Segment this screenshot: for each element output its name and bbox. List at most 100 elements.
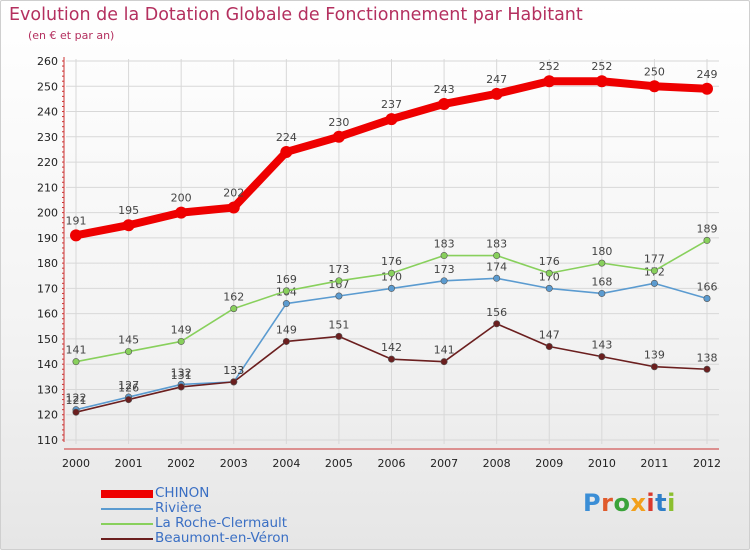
logo-letter: r: [601, 489, 614, 517]
data-label: 173: [434, 263, 455, 276]
data-label: 139: [644, 349, 665, 362]
logo-letter: P: [583, 489, 602, 517]
proxiti-logo: Proxiti: [583, 489, 676, 517]
data-point: [72, 408, 80, 416]
data-label: 200: [171, 192, 192, 205]
data-point: [493, 320, 501, 328]
data-label: 138: [697, 351, 718, 364]
data-point: [282, 300, 290, 308]
y-tick-label: 120: [37, 409, 58, 422]
data-point: [125, 348, 133, 356]
data-label: 202: [223, 187, 244, 200]
chart-subtitle: (en € et par an): [28, 29, 115, 42]
x-tick-label: 2007: [430, 457, 458, 470]
data-label: 247: [486, 73, 507, 86]
data-label: 141: [434, 344, 455, 357]
y-tick-label: 230: [37, 131, 58, 144]
data-point: [335, 277, 343, 285]
x-tick-label: 2000: [62, 457, 90, 470]
data-point: [650, 267, 658, 275]
legend-item: Rivière: [101, 501, 361, 516]
data-label: 189: [697, 222, 718, 235]
data-point: [595, 75, 608, 88]
series-beaumont-en-veron: 121 126 131 133 149 151 142 141 156 147 143 139 138: [66, 306, 718, 416]
data-label: 173: [328, 263, 349, 276]
data-point: [650, 363, 658, 371]
data-label: 195: [118, 204, 139, 217]
data-point: [490, 87, 503, 100]
data-label: 133: [223, 364, 244, 377]
y-tick-label: 260: [37, 55, 58, 68]
data-point: [122, 219, 135, 232]
data-point: [70, 229, 82, 242]
x-tick-label: 2009: [535, 457, 563, 470]
data-point: [227, 201, 240, 214]
logo-letter: t: [655, 489, 668, 517]
data-point: [598, 259, 606, 267]
data-label: 176: [381, 255, 402, 268]
data-point: [648, 80, 661, 93]
data-label: 121: [66, 394, 87, 407]
data-label: 127: [118, 379, 139, 392]
data-point: [703, 295, 711, 303]
data-point: [282, 337, 290, 345]
data-label: 180: [591, 245, 612, 258]
data-label: 174: [486, 260, 507, 273]
data-point: [598, 289, 606, 297]
legend-swatch: [101, 523, 153, 525]
data-label: 170: [539, 270, 560, 283]
data-label: 250: [644, 65, 665, 78]
logo-letter: x: [630, 489, 647, 517]
series-chinon: 191 195 200 202 224 230 237 243 247 252 252 250 249: [66, 60, 718, 242]
legend-swatch: [101, 508, 153, 510]
data-label: 169: [276, 273, 297, 286]
data-label: 145: [118, 334, 139, 347]
data-label: 168: [591, 275, 612, 288]
x-tick-label: 2011: [640, 457, 668, 470]
data-point: [493, 274, 501, 282]
legend-swatch: [101, 538, 153, 540]
data-point: [543, 75, 556, 88]
data-point: [545, 343, 553, 351]
x-tick-label: 2002: [167, 457, 195, 470]
data-label: 252: [591, 60, 612, 73]
data-point: [598, 353, 606, 361]
logo-letter: i: [646, 489, 656, 517]
logo-letter: o: [613, 489, 631, 517]
y-tick-label: 200: [37, 207, 58, 220]
y-tick-label: 250: [37, 80, 58, 93]
data-point: [177, 383, 185, 391]
data-label: 143: [591, 339, 612, 352]
data-label: 149: [171, 323, 192, 336]
data-point: [440, 252, 448, 260]
data-label: 249: [697, 68, 718, 81]
data-label: 133: [223, 364, 244, 377]
legend-label: La Roche-Clermault: [155, 515, 288, 531]
y-tick-label: 110: [37, 434, 58, 447]
data-point: [650, 279, 658, 287]
x-tick-label: 2008: [483, 457, 511, 470]
data-label: 122: [66, 392, 87, 405]
data-point: [701, 82, 713, 95]
data-point: [438, 97, 451, 110]
data-label: 166: [697, 281, 718, 294]
y-tick-label: 220: [37, 156, 58, 169]
legend-swatch: [101, 490, 153, 498]
y-tick-label: 130: [37, 383, 58, 396]
data-point: [387, 269, 395, 277]
data-label: 191: [66, 214, 87, 227]
data-label: 126: [118, 382, 139, 395]
data-point: [703, 365, 711, 373]
data-point: [335, 332, 343, 340]
data-point: [230, 378, 238, 386]
chart-title: Evolution de la Dotation Globale de Fonc…: [9, 5, 583, 25]
data-point: [230, 305, 238, 313]
data-label: 142: [381, 341, 402, 354]
x-tick-label: 2010: [588, 457, 616, 470]
data-point: [280, 145, 293, 158]
legend-label: CHINON: [155, 485, 210, 501]
y-tick-label: 150: [37, 333, 58, 346]
legend-item: La Roche-Clermault: [101, 516, 361, 531]
